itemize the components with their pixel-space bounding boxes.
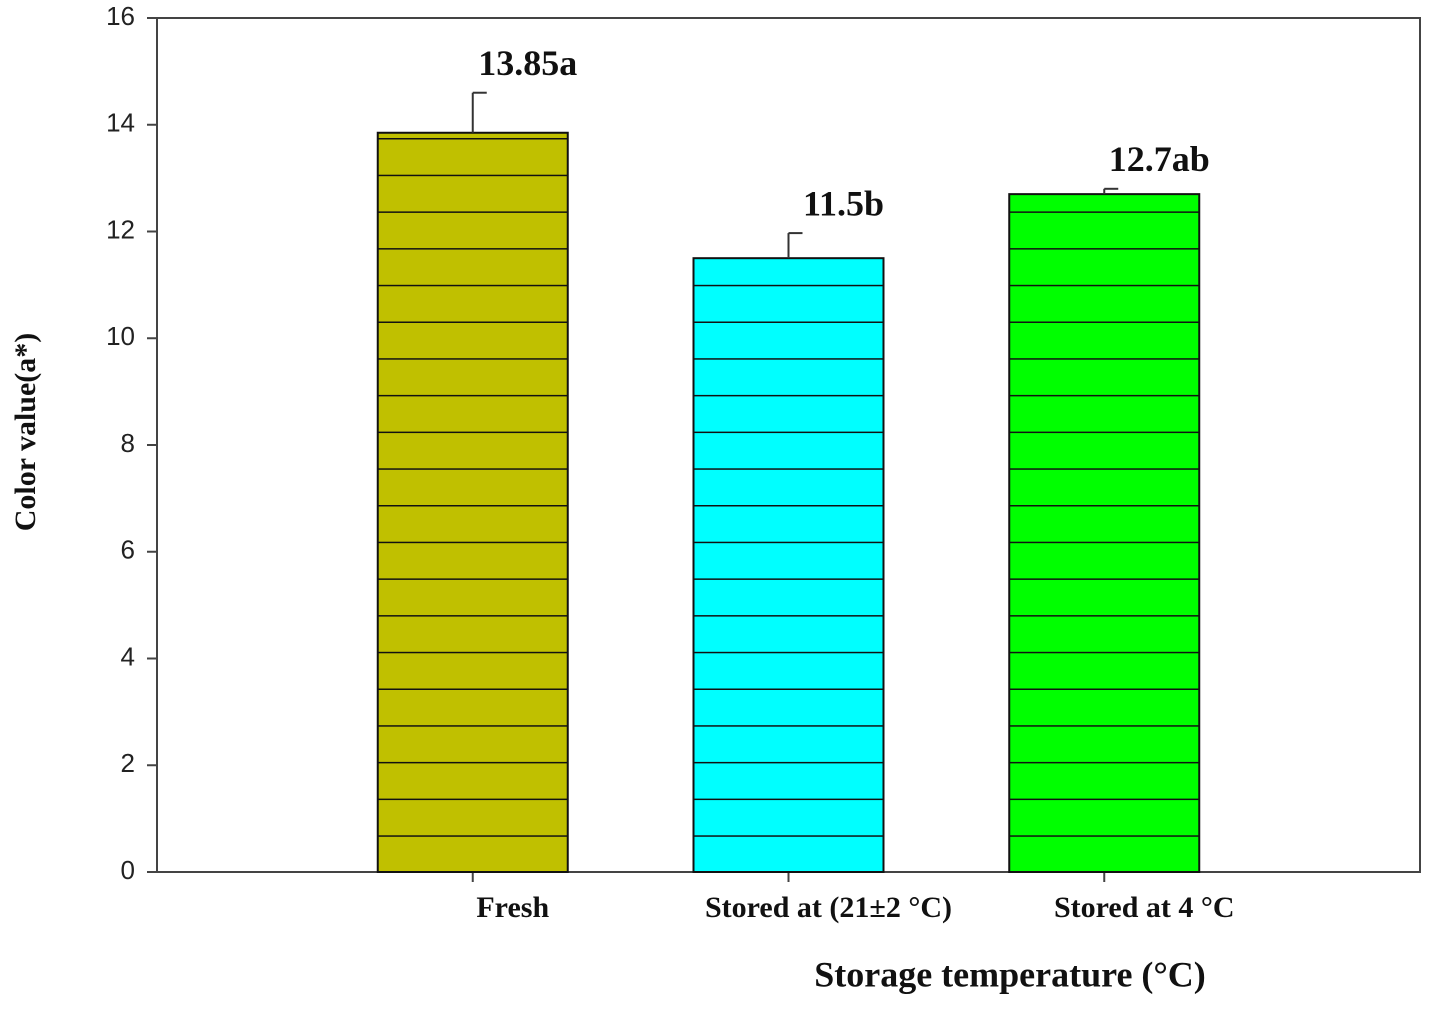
value-label: 13.85a [478,43,577,83]
x-tick-label: Stored at 4 °C [1054,891,1235,924]
y-tick-label: 8 [121,428,135,458]
y-tick-label: 16 [106,1,135,31]
bar-hatch [377,132,568,873]
y-tick-label: 6 [121,535,135,565]
y-axis-title: Color value(a*) [9,333,42,532]
y-tick-label: 2 [121,748,135,778]
y-tick-label: 10 [106,321,135,351]
y-tick-label: 12 [106,214,135,244]
y-tick-label: 4 [121,641,135,671]
bar-hatch [693,258,884,872]
y-tick-label: 0 [121,855,135,885]
x-tick-label: Stored at (21±2 °C) [705,891,952,924]
x-tick-label: Fresh [476,891,549,924]
bar-hatch [1009,194,1200,872]
y-tick-label: 14 [106,108,135,138]
value-label: 11.5b [803,183,884,223]
x-axis-title: Storage temperature (°C) [814,954,1206,994]
value-label: 12.7ab [1109,139,1210,179]
